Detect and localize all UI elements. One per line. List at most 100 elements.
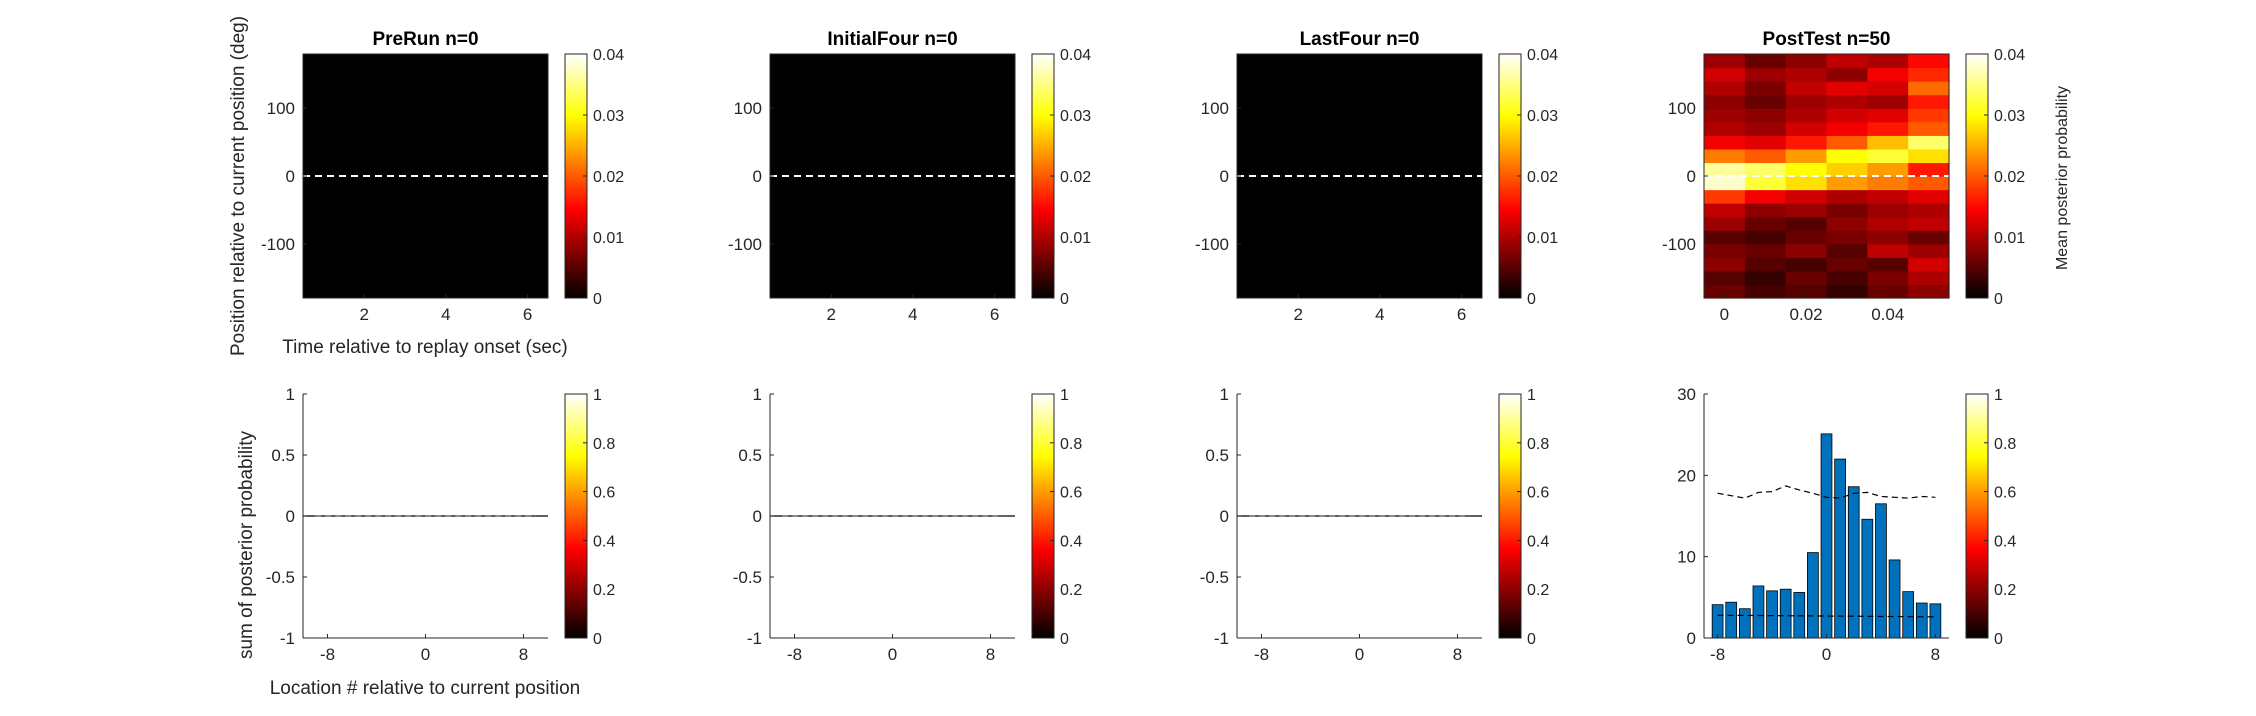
initialfour-bars-xtick-label: 8 [986,645,995,664]
initialfour-bars-xtick-label: -8 [787,645,802,664]
prerun-heatmap-ytick-label: 100 [267,99,295,118]
posttest-heatmap-cell [1704,148,1746,164]
posttest-heatmap-cell [1867,94,1909,109]
posttest-heatmap-colorbar-tick-label: 0.02 [1994,169,2025,186]
posttest-heatmap-cell [1826,67,1868,82]
posttest-heatmap-cell [1785,121,1828,136]
posttest-bars-colorbar-tick-label: 0 [1994,631,2003,648]
initialfour-bars-ytick-label: 1 [753,385,762,404]
prerun-bars-colorbar-tick-label: 0.2 [593,582,615,599]
posttest-heatmap-cell [1867,67,1909,82]
posttest-heatmap-cell [1704,121,1746,136]
prerun-bars-ytick-label: -0.5 [266,568,295,587]
posttest-heatmap-cell [1867,162,1909,177]
posttest-heatmap-xtick-label: 0 [1720,305,1729,324]
initialfour-heatmap-ytick-label: 0 [753,167,762,186]
posttest-heatmap-ytick-label: -100 [1662,235,1696,254]
posttest-heatmap-cell [1826,176,1868,191]
posttest-heatmap-axes-box [1703,53,1950,299]
initialfour-bars-colorbar-tick-label: 0.4 [1060,533,1082,550]
posttest-heatmap-cell [1785,81,1828,96]
subplot-grid: PreRun n=02 4 6-100010000.010.020.030.04In… [261,29,2025,664]
initialfour-bars-colorbar: 0 0.2 0.4 0.6 0.8 1 [1031,387,1082,648]
posttest-heatmap-cell [1785,135,1828,150]
initialfour-heatmap-title: InitialFour n=0 [827,29,957,50]
prerun-heatmap-colorbar-tick-label: 0.04 [593,47,624,64]
posttest-heatmap-cell [1704,94,1746,109]
posttest-heatmap-cell [1867,257,1909,272]
posttest-heatmap-cell [1867,148,1909,164]
prerun-heatmap-ytick-label: 0 [286,167,295,186]
posttest-heatmap-cell [1908,284,1950,299]
lastfour-heatmap-xtick-label: 4 [1375,305,1384,324]
posttest-bars-upper-dashed-line [1717,485,1936,499]
lastfour-bars-colorbar-gradient [1498,393,1522,639]
initialfour-heatmap-ytick-label: 100 [734,99,762,118]
initialfour-heatmap-colorbar-tick-label: 0.01 [1060,230,1091,247]
prerun-heatmap-colorbar-tick-label: 0.03 [593,108,624,125]
posttest-heatmap-cell [1867,243,1909,258]
initialfour-heatmap-xtick-label: 6 [990,305,999,324]
posttest-bars-bar [1847,486,1860,639]
posttest-heatmap-cell [1867,81,1909,96]
lastfour-heatmap-colorbar-tick-label: 0.04 [1527,47,1558,64]
prerun-bars-panel: -8 0 8 -1 -0.5 0 0.5 1 [266,385,548,664]
posttest-bars-bar [1929,603,1942,639]
posttest-heatmap-cell [1908,243,1950,258]
posttest-heatmap-cell [1908,176,1950,191]
prerun-bars-ytick-label: 0 [286,507,295,526]
posttest-heatmap-cell [1785,230,1828,245]
posttest-bars-colorbar-gradient [1965,393,1989,639]
posttest-heatmap-cell [1744,270,1787,286]
prerun-heatmap-ytick-label: -100 [261,235,295,254]
prerun-heatmap-xtick-label: 2 [360,305,369,324]
posttest-bars-bar [1861,518,1874,639]
posttest-bars-lower-dashed-line [1717,614,1936,618]
initialfour-bars-ytick-label: -0.5 [733,568,762,587]
bottom-row-xlabel: Location # relative to current position [270,678,581,699]
lastfour-bars-colorbar-tick-label: 0.8 [1527,436,1549,453]
posttest-heatmap-cell [1908,270,1950,286]
initialfour-heatmap-colorbar: 0 0.01 0.02 0.03 0.04 [1031,47,1091,308]
posttest-heatmap-cell [1908,230,1950,245]
prerun-heatmap-colorbar: 0 0.01 0.02 0.03 0.04 [564,47,624,308]
posttest-heatmap-cell [1826,284,1868,299]
posttest-bars-bar [1902,591,1915,639]
posttest-heatmap-cell [1867,54,1909,69]
posttest-heatmap-cell [1867,189,1909,204]
lastfour-bars-colorbar-tick-label: 0.6 [1527,485,1549,502]
posttest-heatmap-colorbar-tick-label: 0 [1994,291,2003,308]
posttest-heatmap-cell [1826,270,1868,286]
lastfour-bars-panel: -8 0 8 -1 -0.5 0 0.5 1 [1200,385,1482,664]
posttest-bars-colorbar-tick-label: 0.6 [1994,485,2016,502]
posttest-heatmap-cell [1744,216,1787,231]
posttest-heatmap-cell [1908,81,1950,96]
prerun-heatmap-title: PreRun n=0 [372,29,478,50]
posttest-heatmap-cell [1826,189,1868,204]
posttest-heatmap-cell [1744,81,1787,96]
initialfour-heatmap-colorbar-tick-label: 0.02 [1060,169,1091,186]
lastfour-heatmap-colorbar-tick-label: 0.02 [1527,169,1558,186]
lastfour-heatmap-axes-box [1236,53,1483,299]
posttest-heatmap-cell [1704,284,1746,299]
lastfour-bars-colorbar-tick-label: 1 [1527,387,1536,404]
lastfour-heatmap-title: LastFour n=0 [1300,29,1420,50]
posttest-heatmap-cell [1826,216,1868,231]
lastfour-heatmap-ytick-label: 100 [1201,99,1229,118]
initialfour-bars-colorbar-tick-label: 0 [1060,631,1069,648]
posttest-heatmap-cell [1744,189,1787,204]
initialfour-bars-colorbar-tick-label: 0.2 [1060,582,1082,599]
posttest-heatmap-cell [1744,108,1787,123]
posttest-heatmap-cell [1704,108,1746,123]
prerun-bars-colorbar-tick-label: 0.8 [593,436,615,453]
posttest-heatmap-cell [1908,216,1950,231]
posttest-heatmap-cell [1867,230,1909,245]
posttest-bars-bar [1807,552,1819,639]
posttest-heatmap-cell [1704,216,1746,231]
lastfour-bars-colorbar-tick-label: 0 [1527,631,1536,648]
posttest-heatmap-cell [1908,162,1950,177]
initialfour-bars-panel: -8 0 8 -1 -0.5 0 0.5 1 [733,385,1015,664]
initialfour-bars-xtick-label: 0 [888,645,897,664]
initialfour-heatmap-axes-box [769,53,1016,299]
initialfour-bars-colorbar-tick-label: 0.8 [1060,436,1082,453]
